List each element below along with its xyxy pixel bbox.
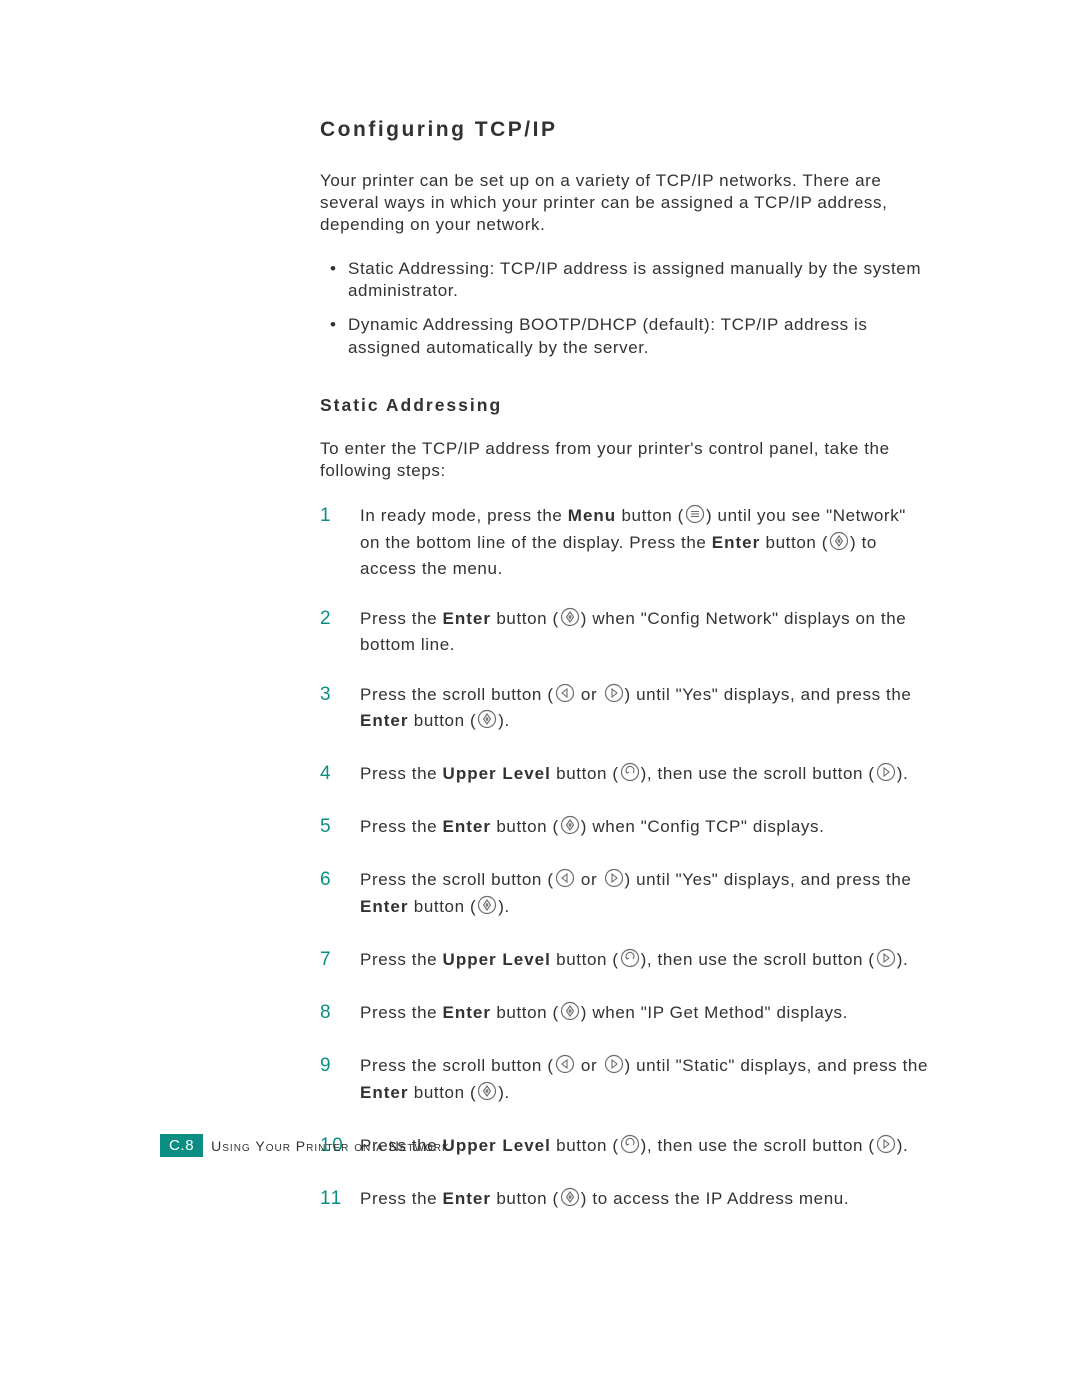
bold-label: Enter [443, 817, 491, 836]
page-heading: Configuring TCP/IP [320, 118, 930, 142]
bullet-item: Static Addressing: TCP/IP address is ass… [320, 258, 930, 302]
enter-icon [829, 531, 849, 558]
bold-label: Upper Level [443, 764, 551, 783]
enter-icon [560, 1001, 580, 1028]
bold-label: Enter [443, 1189, 491, 1208]
step-item: 6Press the scroll button ( or ) until "Y… [320, 868, 930, 922]
bold-label: Enter [360, 711, 408, 730]
bold-label: Enter [360, 897, 408, 916]
menu-icon [685, 504, 705, 531]
step-number: 8 [320, 1000, 332, 1026]
step-number: 3 [320, 682, 332, 708]
step-number: 6 [320, 867, 332, 893]
scroll-left-icon [555, 1054, 575, 1081]
scroll-right-icon [876, 762, 896, 789]
footer-badge: C.8 [160, 1134, 203, 1157]
scroll-right-icon [876, 1134, 896, 1161]
enter-icon [560, 1187, 580, 1214]
page-footer: C.8 Using Your Printer on a Network [160, 1134, 450, 1157]
enter-icon [560, 815, 580, 842]
step-item: 3Press the scroll button ( or ) until "Y… [320, 683, 930, 737]
intro-paragraph: Your printer can be set up on a variety … [320, 170, 930, 236]
step-item: 9Press the scroll button ( or ) until "S… [320, 1054, 930, 1108]
scroll-right-icon [876, 948, 896, 975]
upper-level-icon [620, 1134, 640, 1161]
footer-text: Using Your Printer on a Network [211, 1138, 450, 1154]
bold-label: Enter [712, 533, 760, 552]
bold-label: Enter [443, 1003, 491, 1022]
enter-icon [477, 709, 497, 736]
step-number: 11 [320, 1186, 343, 1212]
step-number: 1 [320, 503, 332, 529]
upper-level-icon [620, 948, 640, 975]
step-number: 2 [320, 606, 332, 632]
subintro-paragraph: To enter the TCP/IP address from your pr… [320, 438, 930, 482]
bullet-item: Dynamic Addressing BOOTP/DHCP (default):… [320, 314, 930, 358]
bold-label: Upper Level [443, 1136, 551, 1155]
enter-icon [477, 895, 497, 922]
steps-list: 1In ready mode, press the Menu button ()… [320, 504, 930, 1214]
step-item: 7Press the Upper Level button (), then u… [320, 948, 930, 975]
scroll-left-icon [555, 868, 575, 895]
step-number: 5 [320, 814, 332, 840]
step-item: 2Press the Enter button () when "Config … [320, 607, 930, 657]
step-item: 1In ready mode, press the Menu button ()… [320, 504, 930, 581]
step-item: 5Press the Enter button () when "Config … [320, 815, 930, 842]
step-number: 7 [320, 947, 332, 973]
step-item: 8Press the Enter button () when "IP Get … [320, 1001, 930, 1028]
bold-label: Enter [443, 609, 491, 628]
footer-text-content: Using Your Printer on a Network [211, 1138, 450, 1154]
bullet-list: Static Addressing: TCP/IP address is ass… [320, 258, 930, 358]
sub-heading: Static Addressing [320, 395, 930, 416]
scroll-right-icon [604, 868, 624, 895]
bold-label: Menu [568, 506, 616, 525]
bold-label: Upper Level [443, 950, 551, 969]
step-item: 4Press the Upper Level button (), then u… [320, 762, 930, 789]
enter-icon [477, 1081, 497, 1108]
step-number: 4 [320, 761, 332, 787]
document-page: Configuring TCP/IP Your printer can be s… [0, 0, 1080, 1397]
scroll-left-icon [555, 683, 575, 710]
bold-label: Enter [360, 1083, 408, 1102]
step-item: 11Press the Enter button () to access th… [320, 1187, 930, 1214]
scroll-right-icon [604, 1054, 624, 1081]
step-number: 9 [320, 1053, 332, 1079]
enter-icon [560, 607, 580, 634]
upper-level-icon [620, 762, 640, 789]
scroll-right-icon [604, 683, 624, 710]
